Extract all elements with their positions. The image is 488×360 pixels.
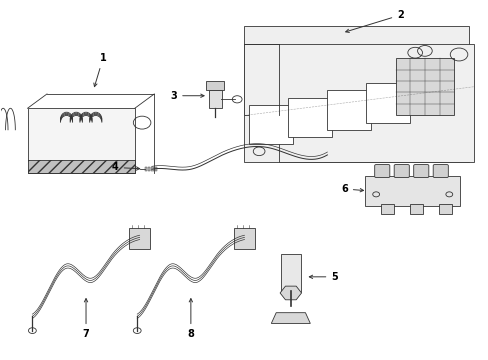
FancyBboxPatch shape xyxy=(438,204,451,215)
Text: 1: 1 xyxy=(94,53,106,87)
FancyBboxPatch shape xyxy=(280,254,301,292)
FancyBboxPatch shape xyxy=(148,167,150,171)
Text: 6: 6 xyxy=(341,184,363,194)
Text: 5: 5 xyxy=(309,272,337,282)
FancyBboxPatch shape xyxy=(206,81,224,90)
FancyBboxPatch shape xyxy=(27,108,135,173)
Text: 8: 8 xyxy=(187,298,194,339)
FancyBboxPatch shape xyxy=(155,167,157,171)
FancyBboxPatch shape xyxy=(249,105,293,144)
FancyBboxPatch shape xyxy=(365,176,459,206)
FancyBboxPatch shape xyxy=(144,167,147,171)
FancyBboxPatch shape xyxy=(27,160,135,173)
Text: 4: 4 xyxy=(112,162,140,172)
FancyBboxPatch shape xyxy=(151,167,154,171)
FancyBboxPatch shape xyxy=(327,90,370,130)
Polygon shape xyxy=(244,44,473,162)
FancyBboxPatch shape xyxy=(395,58,453,116)
FancyBboxPatch shape xyxy=(244,26,468,162)
FancyBboxPatch shape xyxy=(129,228,150,249)
FancyBboxPatch shape xyxy=(393,165,408,177)
FancyBboxPatch shape xyxy=(374,165,389,177)
FancyBboxPatch shape xyxy=(380,204,393,215)
FancyBboxPatch shape xyxy=(366,83,409,123)
FancyBboxPatch shape xyxy=(209,90,221,108)
FancyBboxPatch shape xyxy=(432,165,447,177)
FancyBboxPatch shape xyxy=(288,98,331,137)
Text: 2: 2 xyxy=(345,10,403,32)
Polygon shape xyxy=(271,313,310,323)
Polygon shape xyxy=(280,286,301,300)
FancyBboxPatch shape xyxy=(413,165,428,177)
FancyBboxPatch shape xyxy=(233,228,255,249)
FancyBboxPatch shape xyxy=(409,204,422,215)
Text: 3: 3 xyxy=(170,91,203,101)
Text: 7: 7 xyxy=(82,298,89,339)
